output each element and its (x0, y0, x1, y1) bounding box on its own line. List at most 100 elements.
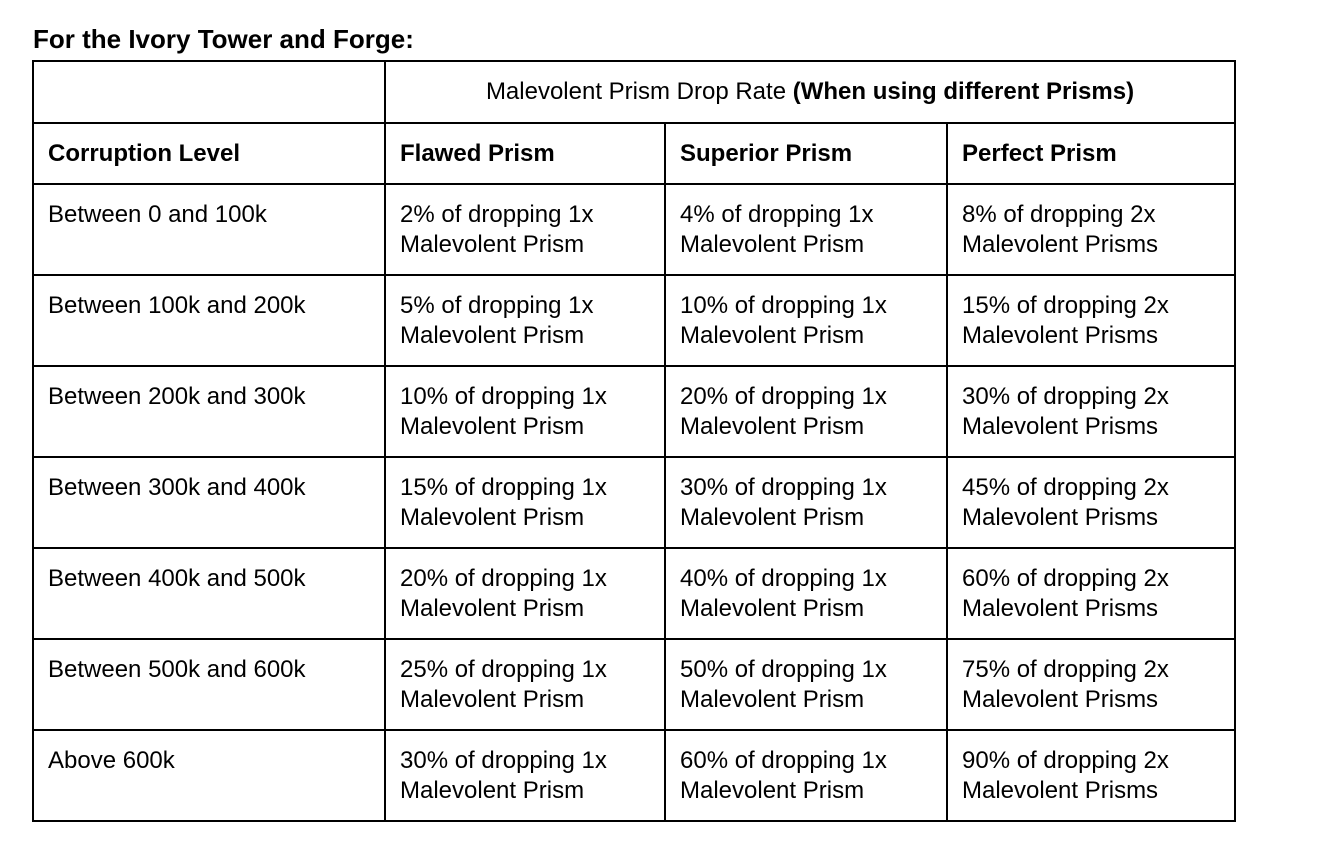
rate-chance-line: 50% of dropping 1x (680, 656, 887, 683)
rate-text: 15% of dropping 1x Malevolent Prism (386, 458, 664, 533)
corruption-level-text: Between 400k and 500k (48, 565, 306, 592)
rate-item-line: Malevolent Prism (680, 777, 865, 804)
corruption-level-text: Between 500k and 600k (48, 656, 306, 683)
rate-chance-line: 10% of dropping 1x (680, 292, 887, 319)
rate-item-line: Malevolent Prisms (962, 413, 1159, 440)
rate-text: 20% of dropping 1x Malevolent Prism (666, 367, 946, 442)
table-group-header-row: Malevolent Prism Drop Rate (When using d… (32, 60, 1237, 124)
rate-text: 15% of dropping 2x Malevolent Prisms (948, 276, 1234, 351)
rate-chance-line: 20% of dropping 1x (680, 383, 887, 410)
rate-chance-line: 75% of dropping 2x (962, 656, 1169, 683)
rate-chance-line: 40% of dropping 1x (680, 565, 887, 592)
table-body: Between 0 and 100k 2% of dropping 1x Malev… (32, 183, 1237, 822)
flawed-prism-rate-cell: 30% of dropping 1x Malevolent Prism (384, 729, 666, 822)
rate-text: 20% of dropping 1x Malevolent Prism (386, 549, 664, 624)
flawed-prism-rate-cell: 20% of dropping 1x Malevolent Prism (384, 547, 666, 640)
rate-text: 2% of dropping 1x Malevolent Prism (386, 185, 664, 260)
group-header-cell: Malevolent Prism Drop Rate (When using d… (383, 60, 1237, 124)
corruption-level-cell: Between 200k and 300k (32, 365, 386, 458)
superior-prism-rate-cell: 40% of dropping 1x Malevolent Prism (664, 547, 948, 640)
table-row: Between 200k and 300k 10% of dropping 1x M… (32, 365, 1237, 458)
rate-chance-line: 90% of dropping 2x (962, 747, 1169, 774)
rate-chance-line: 30% of dropping 1x (680, 474, 887, 501)
rate-chance-line: 45% of dropping 2x (962, 474, 1169, 501)
column-header-corruption-level: Corruption Level (32, 122, 386, 185)
table-row: Above 600k 30% of dropping 1x Malevolent P… (32, 729, 1237, 822)
rate-item-line: Malevolent Prism (680, 595, 865, 622)
rate-item-line: Malevolent Prisms (962, 686, 1159, 713)
perfect-prism-rate-cell: 30% of dropping 2x Malevolent Prisms (945, 365, 1237, 458)
flawed-prism-rate-cell: 10% of dropping 1x Malevolent Prism (384, 365, 666, 458)
rate-chance-line: 20% of dropping 1x (400, 565, 607, 592)
group-header-note: (When using different Prisms) (792, 78, 1135, 105)
perfect-prism-rate-cell: 45% of dropping 2x Malevolent Prisms (945, 456, 1237, 549)
corruption-level-text: Between 0 and 100k (48, 201, 267, 228)
rate-text: 10% of dropping 1x Malevolent Prism (386, 367, 664, 442)
rate-chance-line: 5% of dropping 1x (400, 292, 594, 319)
column-header-row: Corruption Level Flawed Prism Superior P… (32, 122, 1237, 185)
superior-prism-rate-cell: 4% of dropping 1x Malevolent Prism (664, 183, 948, 276)
table-row: Between 400k and 500k 20% of dropping 1x M… (32, 547, 1237, 640)
table-row: Between 100k and 200k 5% of dropping 1x Ma… (32, 274, 1237, 367)
rate-text: 45% of dropping 2x Malevolent Prisms (948, 458, 1234, 533)
corruption-level-cell: Above 600k (32, 729, 386, 822)
flawed-prism-rate-cell: 15% of dropping 1x Malevolent Prism (384, 456, 666, 549)
rate-item-line: Malevolent Prism (400, 231, 585, 258)
group-header-text: Malevolent Prism Drop Rate (485, 78, 793, 105)
rate-text: 5% of dropping 1x Malevolent Prism (386, 276, 664, 351)
rate-chance-line: 4% of dropping 1x (680, 201, 874, 228)
superior-prism-rate-cell: 50% of dropping 1x Malevolent Prism (664, 638, 948, 731)
perfect-prism-rate-cell: 75% of dropping 2x Malevolent Prisms (945, 638, 1237, 731)
rate-chance-line: 2% of dropping 1x (400, 201, 594, 228)
corruption-level-cell: Between 0 and 100k (32, 183, 386, 276)
rate-item-line: Malevolent Prism (400, 777, 585, 804)
corruption-level-text: Between 300k and 400k (48, 474, 306, 501)
column-header-label: Perfect Prism (962, 140, 1117, 167)
corruption-level-text: Above 600k (48, 747, 175, 774)
rate-item-line: Malevolent Prism (680, 231, 865, 258)
column-header-flawed-prism: Flawed Prism (384, 122, 666, 185)
rate-text: 25% of dropping 1x Malevolent Prism (386, 640, 664, 715)
rate-item-line: Malevolent Prisms (962, 231, 1159, 258)
page-heading: For the Ivory Tower and Forge: (33, 24, 414, 54)
superior-prism-rate-cell: 10% of dropping 1x Malevolent Prism (664, 274, 948, 367)
empty-corner-cell (32, 60, 386, 124)
rate-item-line: Malevolent Prism (400, 322, 585, 349)
column-header-perfect-prism: Perfect Prism (945, 122, 1237, 185)
rate-item-line: Malevolent Prism (680, 504, 865, 531)
corruption-level-text: Between 100k and 200k (48, 292, 306, 319)
rate-item-line: Malevolent Prism (400, 595, 585, 622)
rate-chance-line: 10% of dropping 1x (400, 383, 607, 410)
rate-text: 50% of dropping 1x Malevolent Prism (666, 640, 946, 715)
rate-chance-line: 60% of dropping 2x (962, 565, 1169, 592)
column-header-label: Corruption Level (48, 140, 241, 167)
rate-text: 60% of dropping 1x Malevolent Prism (666, 731, 946, 806)
rate-chance-line: 30% of dropping 1x (400, 747, 607, 774)
corruption-level-cell: Between 500k and 600k (32, 638, 386, 731)
perfect-prism-rate-cell: 60% of dropping 2x Malevolent Prisms (945, 547, 1237, 640)
rate-text: 90% of dropping 2x Malevolent Prisms (948, 731, 1234, 806)
rate-chance-line: 15% of dropping 2x (962, 292, 1169, 319)
rate-text: 10% of dropping 1x Malevolent Prism (666, 276, 946, 351)
rate-item-line: Malevolent Prism (400, 686, 585, 713)
rate-chance-line: 8% of dropping 2x (962, 201, 1156, 228)
table-row: Between 500k and 600k 25% of dropping 1x M… (32, 638, 1237, 731)
rate-item-line: Malevolent Prism (680, 322, 865, 349)
column-header-label: Superior Prism (680, 140, 853, 167)
corruption-level-cell: Between 100k and 200k (32, 274, 386, 367)
superior-prism-rate-cell: 20% of dropping 1x Malevolent Prism (664, 365, 948, 458)
rate-text: 75% of dropping 2x Malevolent Prisms (948, 640, 1234, 715)
rate-text: 4% of dropping 1x Malevolent Prism (666, 185, 946, 260)
rate-item-line: Malevolent Prism (680, 413, 865, 440)
superior-prism-rate-cell: 60% of dropping 1x Malevolent Prism (664, 729, 948, 822)
rate-item-line: Malevolent Prisms (962, 777, 1159, 804)
rate-item-line: Malevolent Prisms (962, 595, 1159, 622)
rate-item-line: Malevolent Prisms (962, 322, 1159, 349)
perfect-prism-rate-cell: 90% of dropping 2x Malevolent Prisms (945, 729, 1237, 822)
rate-item-line: Malevolent Prism (400, 504, 585, 531)
rate-text: 30% of dropping 1x Malevolent Prism (386, 731, 664, 806)
perfect-prism-rate-cell: 15% of dropping 2x Malevolent Prisms (945, 274, 1237, 367)
corruption-level-text: Between 200k and 300k (48, 383, 306, 410)
flawed-prism-rate-cell: 25% of dropping 1x Malevolent Prism (384, 638, 666, 731)
table-row: Between 300k and 400k 15% of dropping 1x M… (32, 456, 1237, 549)
